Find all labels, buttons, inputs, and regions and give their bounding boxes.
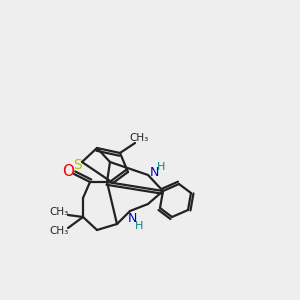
Text: S: S <box>73 158 81 172</box>
Text: CH₃: CH₃ <box>129 133 148 143</box>
Text: CH₃: CH₃ <box>50 226 69 236</box>
Text: H: H <box>157 162 165 172</box>
Text: N: N <box>149 167 159 179</box>
Text: H: H <box>135 221 143 231</box>
Text: CH₃: CH₃ <box>50 207 69 217</box>
Text: O: O <box>62 164 74 178</box>
Text: N: N <box>127 212 137 226</box>
